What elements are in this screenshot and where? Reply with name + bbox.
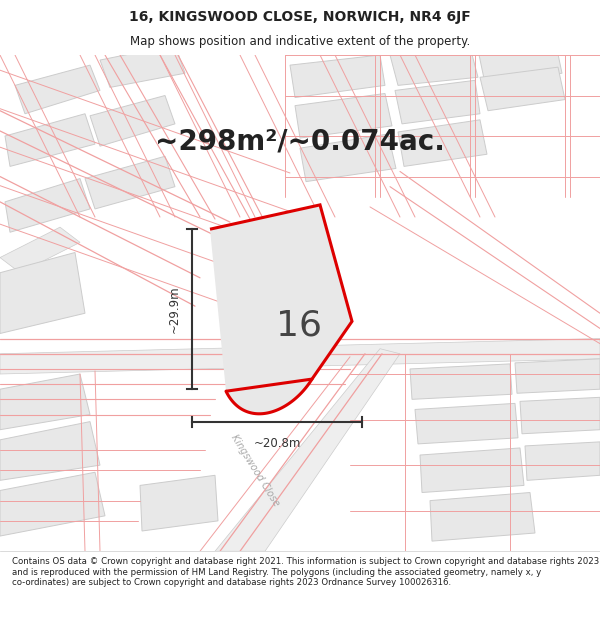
Text: Kingswood Close: Kingswood Close xyxy=(229,432,281,508)
Polygon shape xyxy=(0,374,90,430)
Polygon shape xyxy=(420,448,524,493)
Polygon shape xyxy=(515,359,600,393)
Polygon shape xyxy=(300,134,396,182)
Polygon shape xyxy=(390,47,478,86)
Polygon shape xyxy=(0,472,105,536)
Polygon shape xyxy=(415,403,518,444)
Polygon shape xyxy=(15,65,100,114)
Polygon shape xyxy=(140,475,218,531)
Text: Contains OS data © Crown copyright and database right 2021. This information is : Contains OS data © Crown copyright and d… xyxy=(12,557,599,587)
Polygon shape xyxy=(210,205,352,391)
Polygon shape xyxy=(5,114,95,166)
Polygon shape xyxy=(0,339,600,374)
Polygon shape xyxy=(0,253,85,334)
Polygon shape xyxy=(5,179,90,232)
Polygon shape xyxy=(410,364,512,399)
Polygon shape xyxy=(85,156,175,209)
Polygon shape xyxy=(210,205,352,414)
Polygon shape xyxy=(290,55,385,98)
Text: 16: 16 xyxy=(276,308,322,342)
Polygon shape xyxy=(295,94,392,138)
Polygon shape xyxy=(480,67,565,111)
Polygon shape xyxy=(0,422,100,481)
Text: ~298m²/~0.074ac.: ~298m²/~0.074ac. xyxy=(155,127,445,155)
Polygon shape xyxy=(525,442,600,481)
Polygon shape xyxy=(398,120,487,166)
Polygon shape xyxy=(90,96,175,146)
Polygon shape xyxy=(478,40,562,83)
Polygon shape xyxy=(430,492,535,541)
Text: ~20.8m: ~20.8m xyxy=(253,438,301,451)
Text: Map shows position and indicative extent of the property.: Map shows position and indicative extent… xyxy=(130,35,470,48)
Polygon shape xyxy=(215,349,400,551)
Polygon shape xyxy=(520,398,600,434)
Polygon shape xyxy=(100,45,185,88)
Polygon shape xyxy=(0,227,80,272)
Text: ~29.9m: ~29.9m xyxy=(167,286,181,333)
Polygon shape xyxy=(395,81,480,124)
Text: 16, KINGSWOOD CLOSE, NORWICH, NR4 6JF: 16, KINGSWOOD CLOSE, NORWICH, NR4 6JF xyxy=(129,9,471,24)
